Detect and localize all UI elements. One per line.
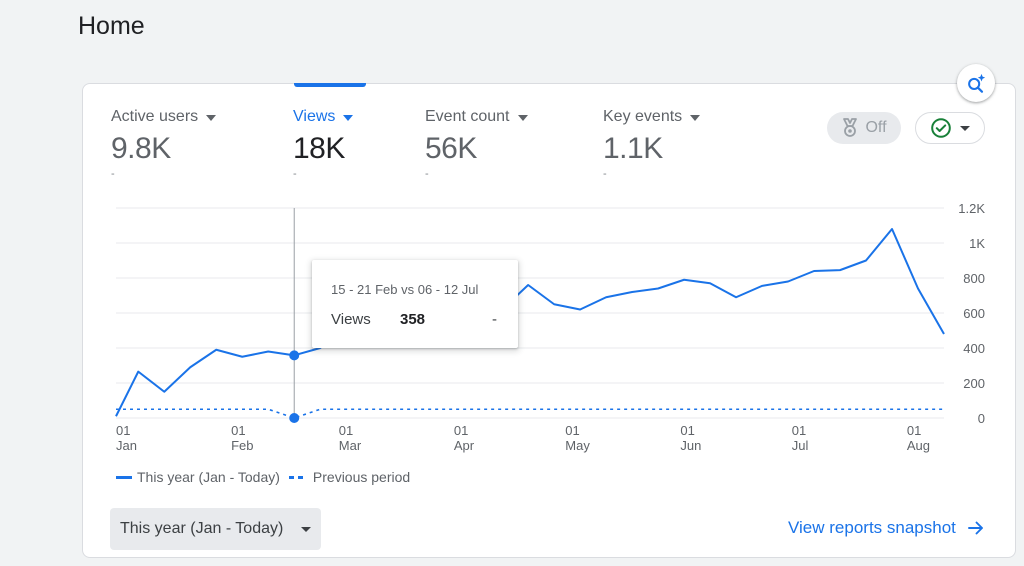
y-tick-label: 1K: [969, 236, 985, 251]
comparison-toggle[interactable]: Off: [827, 112, 901, 144]
x-tick-month: Aug: [907, 438, 930, 453]
caret-down-icon: [206, 114, 217, 121]
metric-delta: -: [425, 168, 429, 180]
x-tick-month: Mar: [339, 438, 362, 453]
metric-value: 9.8K: [111, 132, 171, 165]
date-range-label: This year (Jan - Today): [120, 520, 284, 537]
arrow-right-icon: [967, 521, 983, 535]
x-tick-day: 01: [339, 423, 353, 438]
page-title: Home: [78, 12, 145, 40]
y-tick-label: 0: [978, 411, 985, 426]
status-dropdown[interactable]: [915, 112, 985, 144]
x-tick-month: May: [565, 438, 590, 453]
legend-dashed-swatch: [288, 475, 307, 479]
date-range-dropdown[interactable]: This year (Jan - Today): [110, 508, 321, 550]
metric-label: Active users: [111, 108, 199, 125]
check-circle-icon: [931, 118, 951, 138]
x-tick-month: Jan: [116, 438, 137, 453]
legend-solid-swatch: [116, 475, 132, 479]
x-tick-month: Jul: [792, 438, 809, 453]
chart-legend: This year (Jan - Today) Previous period: [116, 469, 410, 485]
caret-down-icon: [960, 125, 970, 131]
metric-delta: -: [111, 168, 115, 180]
toggle-label: Off: [865, 119, 887, 136]
tooltip-value: 358: [400, 311, 426, 328]
y-tick-label: 600: [963, 306, 985, 321]
metric-event-count[interactable]: Event count 56K -: [425, 108, 528, 180]
x-tick-day: 01: [231, 423, 245, 438]
selected-tab-indicator: [294, 83, 366, 87]
y-tick-label: 1.2K: [958, 201, 985, 216]
highlight-point: [289, 413, 300, 423]
metric-delta: -: [603, 168, 607, 180]
overview-card: [82, 83, 1016, 558]
caret-down-icon: [343, 114, 354, 121]
caret-down-icon: [301, 526, 312, 532]
y-tick-label: 400: [963, 341, 985, 356]
metric-label: Key events: [603, 108, 683, 125]
caret-down-icon: [517, 114, 528, 121]
series-line-previous: [116, 408, 944, 419]
metric-label: Event count: [425, 108, 510, 125]
metric-value: 18K: [293, 132, 345, 165]
search-sparkle-icon: [968, 73, 986, 93]
x-tick-month: Apr: [454, 438, 475, 453]
highlight-point: [289, 350, 300, 361]
x-tick-day: 01: [792, 423, 806, 438]
y-tick-label: 800: [963, 271, 985, 286]
tooltip-metric: Views: [331, 311, 371, 328]
metric-value: 56K: [425, 132, 477, 165]
metric-label: Views: [293, 108, 336, 125]
x-tick-day: 01: [454, 423, 468, 438]
series-line-current: [115, 228, 945, 417]
x-tick-day: 01: [565, 423, 579, 438]
view-reports-snapshot-link[interactable]: View reports snapshot: [788, 518, 984, 538]
x-tick-day: 01: [116, 423, 130, 438]
metric-key-events[interactable]: Key events 1.1K -: [603, 108, 701, 180]
legend-previous: Previous period: [312, 469, 411, 485]
y-tick-label: 200: [963, 376, 985, 391]
metric-value: 1.1K: [603, 132, 663, 165]
view-reports-label: View reports snapshot: [788, 518, 956, 537]
tooltip-title: 15 - 21 Feb vs 06 - 12 Jul: [331, 282, 479, 297]
x-tick-day: 01: [907, 423, 921, 438]
tooltip-previous-value: -: [492, 311, 497, 328]
medal-icon: [843, 118, 858, 137]
caret-down-icon: [690, 114, 701, 121]
chart-tooltip: 15 - 21 Feb vs 06 - 12 Jul Views 358 -: [312, 260, 518, 348]
x-tick-month: Jun: [680, 438, 701, 453]
insights-button[interactable]: [957, 64, 995, 102]
metric-delta: -: [293, 168, 297, 180]
x-tick-day: 01: [680, 423, 694, 438]
x-tick-month: Feb: [231, 438, 253, 453]
metric-active-users[interactable]: Active users 9.8K -: [111, 108, 217, 180]
legend-current: This year (Jan - Today): [137, 469, 280, 485]
metric-views[interactable]: Views 18K -: [293, 108, 354, 180]
